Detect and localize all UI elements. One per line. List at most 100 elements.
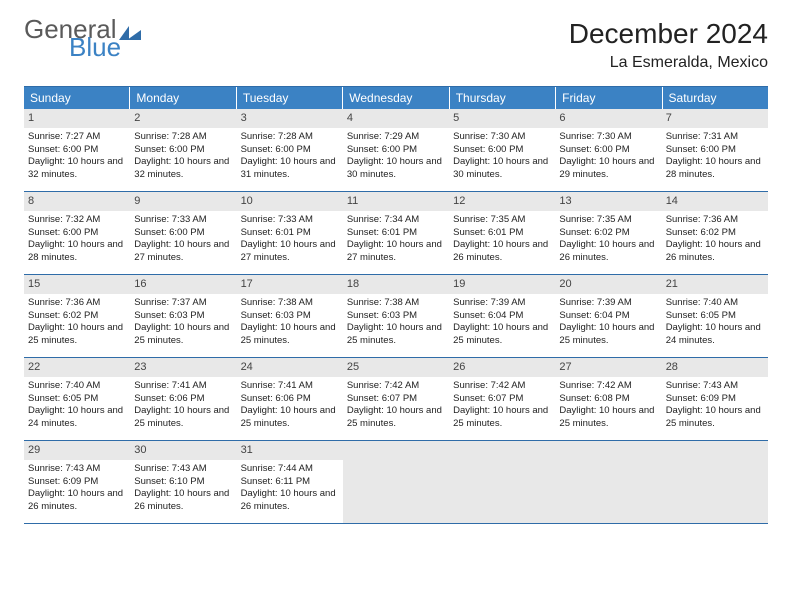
day-number: 26: [449, 358, 555, 377]
day-cell: 22Sunrise: 7:40 AMSunset: 6:05 PMDayligh…: [24, 358, 130, 440]
day-number: 11: [343, 192, 449, 211]
sunrise-line: Sunrise: 7:38 AM: [347, 297, 445, 310]
daylight-line: Daylight: 10 hours and 29 minutes.: [559, 156, 657, 182]
sunrise-line: Sunrise: 7:31 AM: [666, 131, 764, 144]
sunrise-line: Sunrise: 7:34 AM: [347, 214, 445, 227]
day-number: 24: [237, 358, 343, 377]
sunset-line: Sunset: 6:08 PM: [559, 393, 657, 406]
daylight-line: Daylight: 10 hours and 25 minutes.: [347, 322, 445, 348]
sunrise-line: Sunrise: 7:41 AM: [241, 380, 339, 393]
day-number: 20: [555, 275, 661, 294]
sunset-line: Sunset: 6:00 PM: [134, 144, 232, 157]
sunrise-line: Sunrise: 7:40 AM: [666, 297, 764, 310]
day-cell: 11Sunrise: 7:34 AMSunset: 6:01 PMDayligh…: [343, 192, 449, 274]
day-number: 25: [343, 358, 449, 377]
logo: General Blue: [24, 18, 143, 59]
daylight-line: Daylight: 10 hours and 26 minutes.: [28, 488, 126, 514]
daylight-line: Daylight: 10 hours and 24 minutes.: [28, 405, 126, 431]
sunset-line: Sunset: 6:06 PM: [134, 393, 232, 406]
day-number: 19: [449, 275, 555, 294]
empty-cell: [449, 441, 555, 523]
sunset-line: Sunset: 6:00 PM: [347, 144, 445, 157]
day-number: [343, 441, 449, 460]
day-cell: 1Sunrise: 7:27 AMSunset: 6:00 PMDaylight…: [24, 109, 130, 191]
day-number: 12: [449, 192, 555, 211]
day-cell: 2Sunrise: 7:28 AMSunset: 6:00 PMDaylight…: [130, 109, 236, 191]
sunrise-line: Sunrise: 7:40 AM: [28, 380, 126, 393]
sunrise-line: Sunrise: 7:30 AM: [453, 131, 551, 144]
daylight-line: Daylight: 10 hours and 25 minutes.: [559, 405, 657, 431]
sunrise-line: Sunrise: 7:37 AM: [134, 297, 232, 310]
sunset-line: Sunset: 6:00 PM: [134, 227, 232, 240]
day-number: 31: [237, 441, 343, 460]
sunrise-line: Sunrise: 7:35 AM: [559, 214, 657, 227]
day-number: [555, 441, 661, 460]
day-number: 22: [24, 358, 130, 377]
daylight-line: Daylight: 10 hours and 32 minutes.: [28, 156, 126, 182]
sunrise-line: Sunrise: 7:41 AM: [134, 380, 232, 393]
sunset-line: Sunset: 6:01 PM: [453, 227, 551, 240]
sunset-line: Sunset: 6:05 PM: [666, 310, 764, 323]
sunset-line: Sunset: 6:04 PM: [453, 310, 551, 323]
day-number: 27: [555, 358, 661, 377]
sunset-line: Sunset: 6:00 PM: [28, 144, 126, 157]
day-cell: 10Sunrise: 7:33 AMSunset: 6:01 PMDayligh…: [237, 192, 343, 274]
day-cell: 18Sunrise: 7:38 AMSunset: 6:03 PMDayligh…: [343, 275, 449, 357]
sunset-line: Sunset: 6:07 PM: [347, 393, 445, 406]
week-row: 29Sunrise: 7:43 AMSunset: 6:09 PMDayligh…: [24, 441, 768, 524]
day-number: 16: [130, 275, 236, 294]
day-number: 5: [449, 109, 555, 128]
day-cell: 5Sunrise: 7:30 AMSunset: 6:00 PMDaylight…: [449, 109, 555, 191]
day-header: Sunday: [24, 87, 130, 109]
daylight-line: Daylight: 10 hours and 27 minutes.: [134, 239, 232, 265]
day-number: 9: [130, 192, 236, 211]
day-number: 4: [343, 109, 449, 128]
sunset-line: Sunset: 6:01 PM: [347, 227, 445, 240]
sunset-line: Sunset: 6:06 PM: [241, 393, 339, 406]
page-title: December 2024: [569, 18, 768, 50]
day-cell: 21Sunrise: 7:40 AMSunset: 6:05 PMDayligh…: [662, 275, 768, 357]
header: General Blue December 2024 La Esmeralda,…: [24, 18, 768, 72]
day-cell: 16Sunrise: 7:37 AMSunset: 6:03 PMDayligh…: [130, 275, 236, 357]
empty-cell: [343, 441, 449, 523]
day-cell: 13Sunrise: 7:35 AMSunset: 6:02 PMDayligh…: [555, 192, 661, 274]
day-cell: 24 Sunrise: 7:41 AMSunset: 6:06 PMDayligh…: [237, 358, 343, 440]
day-cell: 31Sunrise: 7:44 AMSunset: 6:11 PMDayligh…: [237, 441, 343, 523]
day-number: 7: [662, 109, 768, 128]
sunrise-line: Sunrise: 7:43 AM: [666, 380, 764, 393]
daylight-line: Daylight: 10 hours and 30 minutes.: [347, 156, 445, 182]
week-row: 15Sunrise: 7:36 AMSunset: 6:02 PMDayligh…: [24, 275, 768, 358]
daylight-line: Daylight: 10 hours and 25 minutes.: [666, 405, 764, 431]
sunset-line: Sunset: 6:07 PM: [453, 393, 551, 406]
sunset-line: Sunset: 6:00 PM: [559, 144, 657, 157]
day-number: [662, 441, 768, 460]
day-number: 18: [343, 275, 449, 294]
sunrise-line: Sunrise: 7:33 AM: [134, 214, 232, 227]
daylight-line: Daylight: 10 hours and 25 minutes.: [347, 405, 445, 431]
week-row: 22Sunrise: 7:40 AMSunset: 6:05 PMDayligh…: [24, 358, 768, 441]
sunrise-line: Sunrise: 7:36 AM: [28, 297, 126, 310]
day-number: 30: [130, 441, 236, 460]
sunset-line: Sunset: 6:00 PM: [666, 144, 764, 157]
day-header: Thursday: [450, 87, 556, 109]
daylight-line: Daylight: 10 hours and 26 minutes.: [453, 239, 551, 265]
daylight-line: Daylight: 10 hours and 25 minutes.: [241, 405, 339, 431]
sunrise-line: Sunrise: 7:29 AM: [347, 131, 445, 144]
day-cell: 23Sunrise: 7:41 AMSunset: 6:06 PMDayligh…: [130, 358, 236, 440]
sunrise-line: Sunrise: 7:38 AM: [241, 297, 339, 310]
sunrise-line: Sunrise: 7:32 AM: [28, 214, 126, 227]
daylight-line: Daylight: 10 hours and 28 minutes.: [28, 239, 126, 265]
day-number: 13: [555, 192, 661, 211]
sunrise-line: Sunrise: 7:44 AM: [241, 463, 339, 476]
sunset-line: Sunset: 6:10 PM: [134, 476, 232, 489]
day-number: 10: [237, 192, 343, 211]
day-header: Monday: [130, 87, 236, 109]
day-header: Wednesday: [343, 87, 449, 109]
day-cell: 19Sunrise: 7:39 AMSunset: 6:04 PMDayligh…: [449, 275, 555, 357]
daylight-line: Daylight: 10 hours and 25 minutes.: [28, 322, 126, 348]
calendar: SundayMondayTuesdayWednesdayThursdayFrid…: [24, 86, 768, 524]
sunset-line: Sunset: 6:09 PM: [28, 476, 126, 489]
day-number: 29: [24, 441, 130, 460]
daylight-line: Daylight: 10 hours and 25 minutes.: [453, 322, 551, 348]
day-header: Saturday: [663, 87, 768, 109]
